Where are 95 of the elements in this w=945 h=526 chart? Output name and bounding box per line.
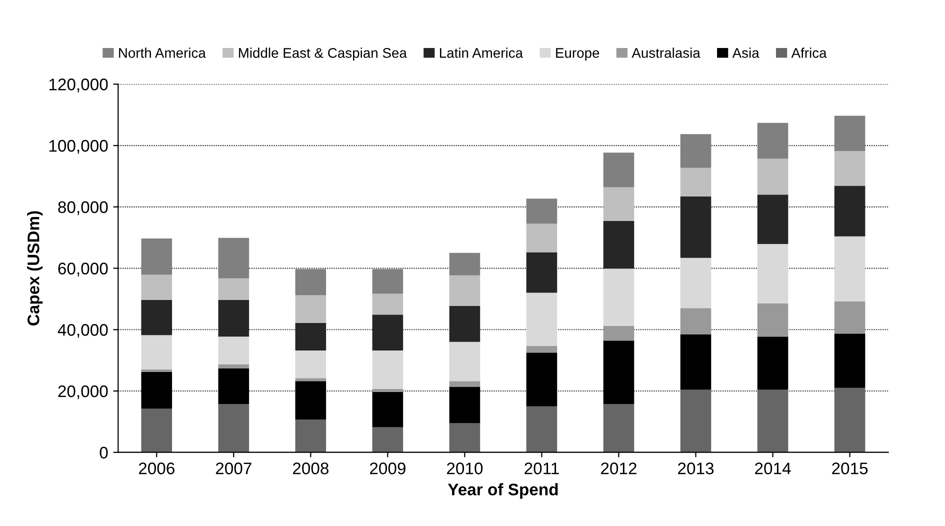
legend-label: Europe: [556, 48, 600, 61]
bar: [449, 342, 480, 382]
y-tick-label: 0: [100, 446, 108, 459]
legend-label: Latin America: [440, 48, 523, 58]
bar: [295, 295, 326, 323]
y-tick-label: 100,000: [49, 140, 108, 154]
bar: [834, 151, 866, 186]
bar: [680, 168, 712, 196]
bar: [372, 314, 404, 350]
bar: [449, 381, 480, 387]
bar: [680, 308, 712, 334]
y-tick-label: 20,000: [58, 385, 108, 400]
bar: [295, 378, 326, 382]
bar: [603, 326, 634, 341]
x-tick-label: 2014: [755, 462, 791, 474]
y-tick-label: 40,000: [58, 324, 108, 338]
y-tick-label: 80,000: [58, 201, 108, 216]
bar: [757, 390, 788, 452]
bar: [218, 300, 250, 337]
bar: [295, 381, 326, 420]
bar: [141, 372, 172, 409]
bar: [680, 390, 712, 452]
bar: [757, 304, 788, 337]
bar: [526, 292, 558, 346]
bar: [295, 420, 326, 452]
bar: [218, 368, 250, 404]
bar: [603, 187, 634, 222]
x-tick-label: 2009: [370, 462, 406, 474]
x-tick-label: 2007: [216, 462, 252, 474]
bar: [757, 194, 788, 244]
bar: [449, 386, 480, 424]
bar: [526, 406, 558, 452]
y-axis-title: Capex (USDm): [27, 211, 43, 326]
bar: [834, 236, 866, 302]
bar: [526, 252, 558, 293]
bar: [834, 116, 866, 152]
bar: [449, 252, 480, 276]
bar: [834, 388, 866, 452]
x-tick-label: 2010: [447, 462, 483, 474]
bar: [372, 294, 404, 315]
bar: [603, 152, 634, 188]
bar: [141, 408, 172, 452]
bar: [526, 198, 558, 224]
bar: [834, 301, 866, 334]
bar: [834, 186, 866, 236]
legend-label: Australasia: [632, 48, 700, 58]
legend-label: Africa: [791, 48, 827, 58]
bar: [295, 350, 326, 378]
x-tick-label: 2008: [292, 462, 328, 474]
bar: [757, 336, 788, 390]
bar: [218, 278, 250, 300]
x-tick-label: 2012: [601, 462, 636, 474]
x-tick-label: 2006: [138, 462, 174, 474]
bar: [372, 350, 404, 389]
bar: [449, 423, 480, 452]
bar: [372, 269, 404, 294]
bar: [372, 388, 404, 392]
bar: [141, 274, 172, 300]
x-axis-title: Year of Spend: [448, 483, 558, 499]
bar: [680, 196, 712, 258]
y-tick-label: 60,000: [58, 262, 108, 276]
bar: [218, 364, 250, 368]
bar: [757, 158, 788, 195]
bar: [295, 322, 326, 350]
bar: [526, 352, 558, 406]
x-tick-label: 2011: [524, 462, 559, 474]
bar: [449, 306, 480, 342]
legend-label: Asia: [732, 48, 760, 58]
y-tick-label: 120,000: [49, 78, 108, 92]
bar: [526, 224, 558, 252]
bar: [526, 346, 558, 353]
bar: [757, 122, 788, 159]
bar: [141, 238, 172, 275]
bar: [372, 427, 404, 452]
bar: [295, 269, 326, 296]
bar: [218, 238, 250, 278]
bar: [834, 334, 866, 388]
bar: [603, 221, 634, 269]
bar: [141, 300, 172, 336]
bar: [603, 404, 634, 452]
legend-label: Middle East & Caspian Sea: [238, 48, 407, 61]
bar: [680, 334, 712, 390]
x-tick-label: 2013: [678, 462, 714, 474]
bar: [372, 392, 404, 428]
bar: [218, 404, 250, 452]
bar: [680, 134, 712, 168]
bar: [603, 268, 634, 326]
bar: [757, 244, 788, 304]
x-tick-label: 2015: [832, 462, 868, 474]
bar: [449, 275, 480, 306]
bar: [603, 340, 634, 404]
bar: [141, 335, 172, 370]
bar: [218, 336, 250, 364]
legend-label: North America: [119, 48, 206, 58]
bar: [680, 258, 712, 308]
